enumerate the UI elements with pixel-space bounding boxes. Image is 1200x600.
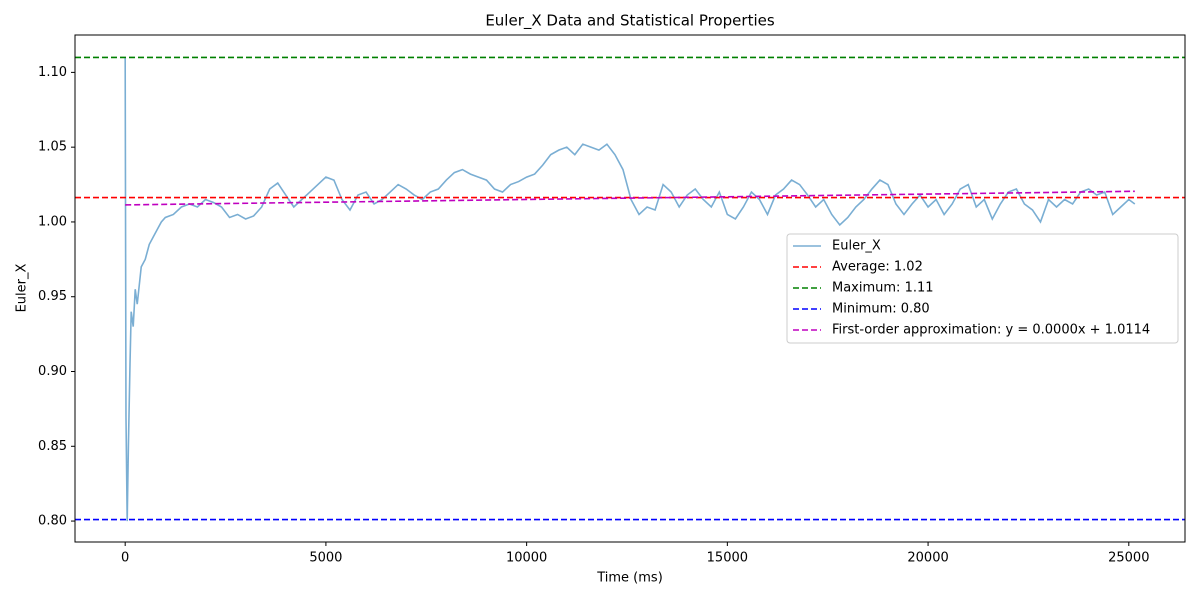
y-tick-label: 1.05 bbox=[38, 140, 67, 155]
legend-label: First-order approximation: y = 0.0000x +… bbox=[832, 323, 1150, 338]
y-tick-label: 1.10 bbox=[38, 65, 67, 80]
chart-title: Euler_X Data and Statistical Properties bbox=[485, 12, 775, 31]
x-tick-label: 10000 bbox=[506, 551, 547, 566]
x-tick-label: 5000 bbox=[309, 551, 342, 566]
x-tick-label: 25000 bbox=[1108, 551, 1149, 566]
y-tick-label: 0.90 bbox=[38, 364, 67, 379]
y-tick-label: 0.80 bbox=[38, 514, 67, 529]
y-axis-label: Euler_X bbox=[15, 264, 30, 313]
legend-box bbox=[786, 233, 1179, 344]
series-line bbox=[124, 57, 1136, 522]
y-tick-label: 0.95 bbox=[38, 289, 67, 304]
x-tick-label: 20000 bbox=[907, 551, 948, 566]
x-tick-label: 0 bbox=[121, 551, 129, 566]
legend-label: Average: 1.02 bbox=[832, 260, 923, 275]
legend-label: Minimum: 0.80 bbox=[832, 302, 930, 317]
x-tick-label: 15000 bbox=[707, 551, 748, 566]
y-tick-label: 0.85 bbox=[38, 439, 67, 454]
legend-label: Euler_X bbox=[832, 239, 881, 254]
y-tick-label: 1.00 bbox=[38, 214, 67, 229]
plot-area bbox=[75, 56, 1185, 522]
x-axis-label: Time (ms) bbox=[596, 571, 663, 586]
series-line bbox=[125, 190, 1135, 206]
plot-frame bbox=[74, 34, 1186, 543]
legend-label: Maximum: 1.11 bbox=[832, 281, 934, 296]
